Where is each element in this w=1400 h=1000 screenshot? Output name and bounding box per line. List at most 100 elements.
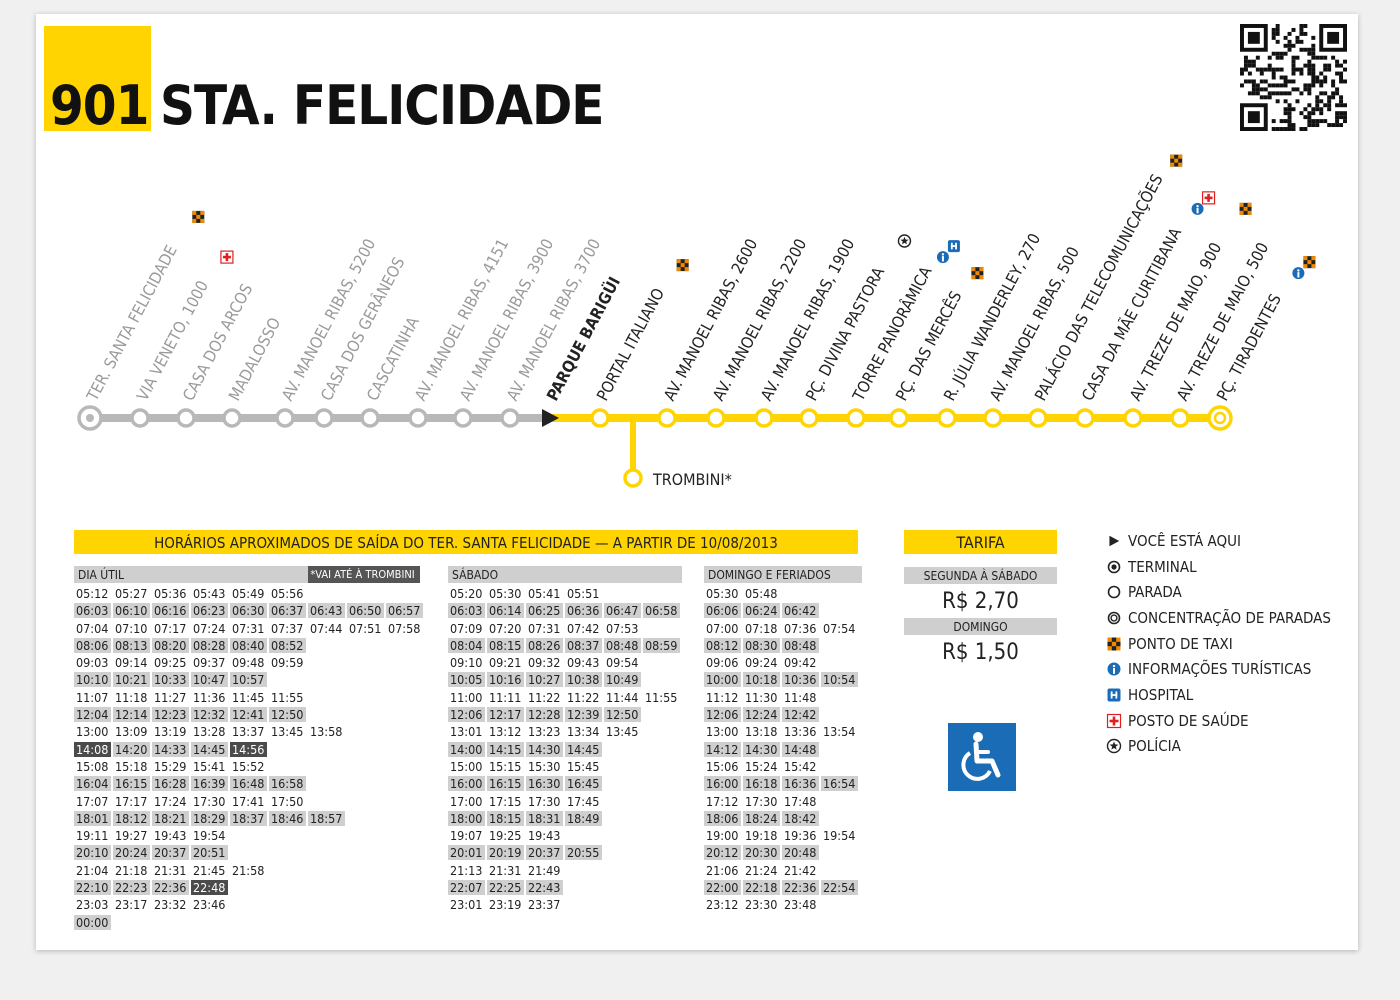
departure-time: 05:30 [706, 586, 739, 601]
departure-time: 17:50 [271, 793, 304, 809]
departure-time: 17:45 [567, 793, 600, 809]
departure-time: 21:42 [784, 862, 817, 878]
stop-icon [1107, 585, 1121, 599]
schedule-row: 22:00 22:18 22:36 22:54 [704, 879, 862, 896]
departure-time: 07:24 [193, 620, 226, 636]
schedule-row: 22:07 22:25 22:43 [448, 879, 682, 896]
schedule-row: 06:03 06:10 06:16 06:23 06:30 06:37 06:43 06:50… [74, 602, 425, 619]
schedule-row: 05:12 05:27 05:36 05:43 05:49 05:56 [74, 585, 425, 602]
departure-time: 07:36 [784, 620, 817, 636]
departure-time: 16:39 [191, 776, 228, 792]
schedule-row: 21:06 21:24 21:42 [704, 862, 862, 879]
departure-time: 12:50 [269, 707, 306, 723]
branch-stop [623, 468, 643, 488]
taxi-icon [1239, 202, 1252, 215]
departure-time: 14:12 [704, 741, 741, 757]
departure-time: 13:00 [76, 724, 109, 740]
legend-item: CONCENTRAÇÃO DE PARADAS [1106, 605, 1331, 631]
departure-time: 23:46 [193, 897, 226, 913]
departure-time: 10:21 [113, 672, 150, 688]
departure-time: 13:45 [606, 724, 639, 740]
departure-time: 17:41 [232, 793, 265, 809]
legend-item: POSTO DE SAÚDE [1106, 708, 1331, 734]
departure-time: 16:04 [74, 776, 111, 792]
schedule-row: 17:07 17:17 17:24 17:30 17:41 17:50 [74, 793, 425, 810]
departure-time: 06:25 [526, 603, 563, 619]
you-are-here-icon [1109, 535, 1120, 547]
departure-time: 05:30 [489, 586, 522, 601]
schedule-row: 08:06 08:13 08:20 08:28 08:40 08:52 [74, 637, 425, 654]
departure-time: 06:24 [743, 603, 780, 619]
departure-time: 09:14 [115, 655, 148, 671]
departure-time: 11:27 [154, 689, 187, 705]
departure-time: 12:06 [704, 707, 741, 723]
departure-time: 09:10 [450, 655, 483, 671]
departure-time: 14:45 [565, 741, 602, 757]
departure-time: 13:09 [115, 724, 148, 740]
departure-time: 23:32 [154, 897, 187, 913]
departure-time: 11:07 [76, 689, 109, 705]
departure-time: 21:58 [232, 862, 265, 878]
departure-time: 14:56 [230, 741, 267, 757]
departure-time: 07:09 [450, 620, 483, 636]
departure-time: 22:54 [821, 880, 858, 896]
departure-time: 05:41 [528, 586, 561, 601]
route-stop [408, 408, 428, 428]
departure-time: 10:49 [604, 672, 641, 688]
legend-item: PONTO DE TAXI [1106, 631, 1331, 657]
departure-time: 21:13 [450, 862, 483, 878]
departure-time: 08:28 [191, 637, 228, 653]
departure-time: 23:03 [76, 897, 109, 913]
route-stop [754, 408, 774, 428]
you-are-here-icon [1109, 535, 1120, 547]
departure-time: 07:20 [489, 620, 522, 636]
schedule-row: 09:06 09:24 09:42 [704, 654, 862, 671]
departure-time: 20:37 [526, 845, 563, 861]
schedule-section: DIA ÚTIL 05:12 05:27 05:36 05:43 05:49 05:56 06… [74, 566, 425, 931]
departure-time: 05:43 [193, 586, 226, 601]
hospital-icon [947, 240, 960, 253]
route-stop [846, 408, 866, 428]
departure-time: 09:06 [706, 655, 739, 671]
departure-time: 17:30 [745, 793, 778, 809]
departure-time: 05:27 [115, 586, 148, 601]
departure-time: 14:30 [526, 741, 563, 757]
health-icon [1106, 713, 1122, 728]
schedule-row: 17:12 17:30 17:48 [704, 793, 862, 810]
departure-time: 11:30 [745, 689, 778, 705]
departure-time: 21:45 [193, 862, 226, 878]
departure-time: 09:43 [567, 655, 600, 671]
departure-time: 18:06 [704, 810, 741, 826]
departure-time: 14:20 [113, 741, 150, 757]
route-number-box: 901 [44, 26, 151, 133]
departure-time: 20:48 [782, 845, 819, 861]
departure-time: 08:59 [643, 637, 680, 653]
schedule-row: 23:01 23:19 23:37 [448, 896, 682, 913]
route-stop [590, 408, 610, 428]
schedule-row: 20:10 20:24 20:37 20:51 [74, 844, 425, 861]
fare-sunday-value: R$ 1,50 [942, 640, 1019, 665]
route-stop [657, 408, 677, 428]
you-are-here-marker [542, 409, 559, 427]
route-stop [889, 408, 909, 428]
departure-time: 23:12 [706, 897, 739, 913]
departure-time: 12:41 [230, 707, 267, 723]
schedule-section-title: DOMINGO E FERIADOS [704, 566, 862, 583]
departure-time: 08:40 [230, 637, 267, 653]
departure-time: 21:31 [154, 862, 187, 878]
departure-time: 16:54 [821, 776, 858, 792]
departure-time: 06:23 [191, 603, 228, 619]
departure-time: 12:17 [487, 707, 524, 723]
departure-time: 22:23 [113, 880, 150, 896]
departure-time: 10:47 [191, 672, 228, 688]
departure-time: 18:46 [269, 810, 306, 826]
wheelchair-icon [948, 723, 1016, 791]
police-icon [897, 234, 912, 248]
departure-time: 15:08 [76, 758, 109, 774]
schedule-row: 05:20 05:30 05:41 05:51 [448, 585, 682, 602]
schedule-row: 10:05 10:16 10:27 10:38 10:49 [448, 671, 682, 688]
departure-time: 12:42 [782, 707, 819, 723]
legend-label: TERMINAL [1128, 557, 1197, 576]
departure-time: 20:51 [191, 845, 228, 861]
departure-time: 10:36 [782, 672, 819, 688]
